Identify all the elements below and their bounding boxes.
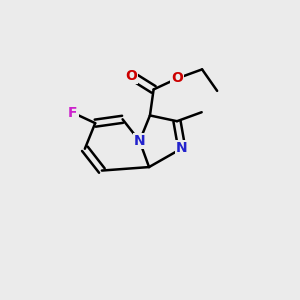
Text: N: N xyxy=(134,134,146,148)
Text: N: N xyxy=(176,141,188,155)
Text: O: O xyxy=(125,68,137,83)
Text: O: O xyxy=(172,71,183,85)
Text: F: F xyxy=(68,106,77,120)
